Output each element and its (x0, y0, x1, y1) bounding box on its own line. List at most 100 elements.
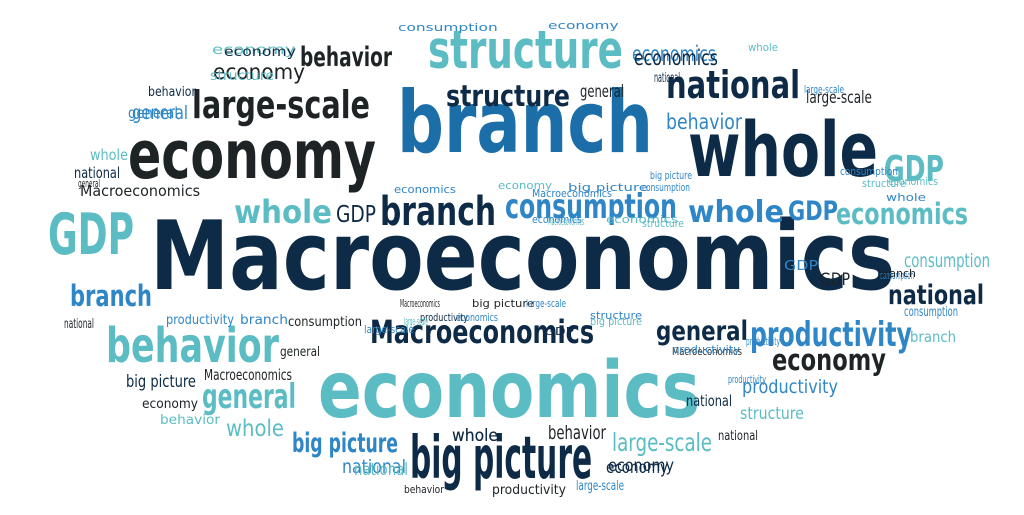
cloud-word: consumption (904, 305, 959, 320)
cloud-word: GDP (336, 202, 377, 228)
cloud-word: Macroeconomics (548, 215, 585, 228)
cloud-word: whole (452, 426, 498, 446)
cloud-word: structure (740, 404, 804, 424)
cloud-word: national (74, 164, 121, 182)
cloud-word: national (342, 456, 406, 478)
cloud-word: structure (642, 217, 684, 230)
cloud-word: productivity (750, 315, 912, 355)
cloud-word: consumption (642, 181, 691, 194)
cloud-word: behavior (404, 483, 444, 496)
cloud-word: Macroeconomics (532, 187, 613, 200)
cloud-word: general (128, 104, 179, 122)
cloud-word: economy (606, 458, 669, 478)
cloud-word: economics (394, 183, 456, 196)
cloud-word: Macroeconomics (204, 366, 293, 384)
cloud-word: productivity (746, 335, 781, 348)
cloud-word: national (666, 63, 801, 107)
cloud-word: large-scale (526, 297, 566, 310)
cloud-word: whole (688, 105, 879, 194)
cloud-word: consumption (904, 250, 990, 272)
cloud-word: big picture (126, 372, 196, 392)
cloud-word: behavior (300, 42, 393, 73)
cloud-word: GDP (820, 270, 851, 290)
cloud-word: productivity (166, 313, 235, 328)
cloud-word: general (78, 177, 100, 190)
cloud-word: economy (548, 19, 619, 32)
cloud-word: behavior (548, 422, 606, 444)
cloud-word: whole (90, 146, 129, 164)
cloud-word: big picture (590, 315, 642, 328)
cloud-word: productivity (492, 483, 566, 498)
cloud-word: economics (532, 213, 582, 226)
cloud-word: national (888, 280, 985, 311)
cloud-word: behavior (666, 110, 742, 134)
cloud-word: national (686, 392, 733, 410)
cloud-word: behavior (106, 318, 279, 374)
cloud-word: branch (397, 73, 653, 173)
cloud-word: productivity (420, 311, 469, 324)
cloud-word: economics (456, 311, 498, 324)
cloud-word: economy (128, 116, 377, 194)
cloud-word: consumption (505, 187, 677, 227)
cloud-word: GDP (784, 259, 818, 274)
cloud-word: national (718, 429, 758, 444)
cloud-word: economy (224, 45, 297, 60)
cloud-word: large-scale (404, 315, 429, 328)
cloud-word: general (656, 316, 748, 347)
cloud-word: Macroeconomics (150, 202, 896, 312)
cloud-word: national (654, 71, 680, 86)
cloud-word: whole (886, 191, 927, 204)
cloud-word: structure (446, 79, 570, 113)
cloud-word: national (354, 460, 409, 480)
cloud-word: general (280, 345, 320, 360)
cloud-word: big picture (410, 423, 593, 492)
cloud-word: big picture (292, 428, 399, 459)
cloud-word: GDP (48, 202, 135, 268)
cloud-word: GDP (788, 196, 839, 227)
cloud-word: branch (380, 189, 497, 235)
cloud-word: behavior (148, 85, 196, 100)
cloud-word: economy (772, 343, 886, 377)
cloud-word: structure (862, 177, 906, 190)
cloud-word: economics (606, 213, 678, 226)
cloud-word: economics (634, 46, 718, 70)
cloud-word: large-scale (364, 323, 415, 336)
cloud-word: economy (608, 456, 675, 476)
cloud-word: general (132, 102, 188, 124)
cloud-word: whole (452, 426, 498, 446)
cloud-word: behavior (160, 413, 220, 428)
cloud-word: consumption (880, 269, 914, 282)
cloud-word: economics (632, 42, 716, 66)
cloud-word: economy (142, 397, 199, 412)
cloud-word: economy (212, 43, 296, 58)
cloud-word: productivity (742, 376, 838, 398)
cloud-word: productivity (728, 373, 767, 386)
cloud-word: Macroeconomics (80, 182, 201, 200)
cloud-word: consumption (840, 165, 898, 178)
cloud-word: economics (318, 346, 701, 436)
cloud-word: structure (210, 69, 275, 84)
cloud-word: large-scale (806, 88, 872, 108)
cloud-word: productivity (672, 343, 741, 356)
cloud-word: large-scale (576, 479, 625, 494)
cloud-word: big picture (650, 169, 693, 182)
cloud-word: consumption (288, 315, 362, 330)
cloud-word: GDP (884, 149, 944, 190)
cloud-word: whole (226, 416, 285, 442)
cloud-word: big picture (568, 181, 648, 194)
cloud-word: national (64, 317, 94, 332)
cloud-word: branch (240, 313, 289, 328)
cloud-word: whole (688, 195, 784, 230)
cloud-word: GDP (544, 325, 574, 338)
cloud-word: general (202, 377, 297, 417)
cloud-word: big picture (472, 297, 535, 310)
cloud-word: large-scale (804, 83, 844, 96)
cloud-word: economy (498, 179, 553, 192)
cloud-word: economy (213, 60, 306, 84)
cloud-word: Macroeconomics (400, 297, 440, 310)
cloud-word: consumption (398, 21, 498, 34)
cloud-word: branch (910, 328, 957, 346)
cloud-word: structure (590, 309, 643, 322)
cloud-word: economics (888, 175, 938, 188)
